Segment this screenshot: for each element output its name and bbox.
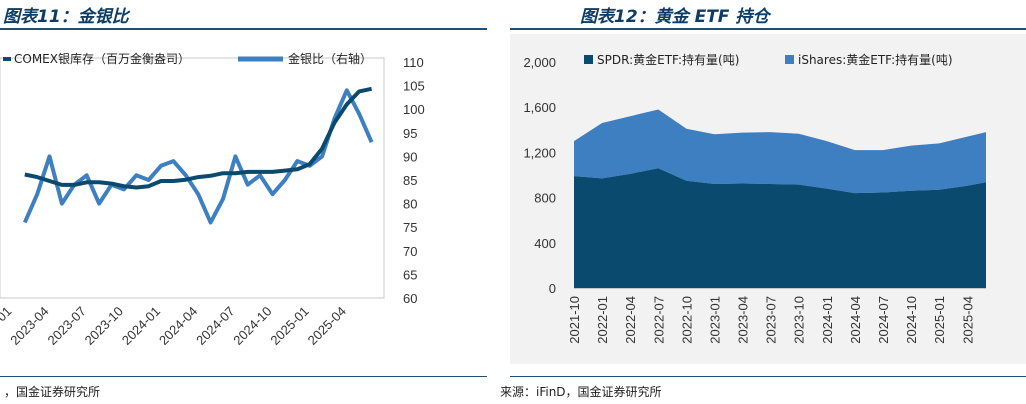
x-axis-tick-label: 2024-04 [848,296,863,344]
x-axis-tick-label: 2021-10 [567,296,582,344]
x-axis-tick-label: 2023-10 [82,304,126,348]
x-axis-tick-label: 2022-10 [679,296,694,344]
right-axis-tick-label: 75 [403,220,417,235]
x-axis-tick-label: 2024-07 [193,304,237,348]
legend-swatch-ishares [785,55,794,64]
legend-label-comex-silver-inventory: COMEX银库存（百万金衡盎司） [14,51,190,66]
x-axis-tick-label: 2023-01 [707,296,722,344]
x-axis-tick-label: 2022-04 [623,296,638,344]
figure-12-source: 来源：iFinD，国金证券研究所 [500,385,662,399]
x-axis-tick-label: 2022-01 [595,296,610,344]
y-axis-tick-label: 1,200 [523,145,556,160]
figure-11-source: ，国金证券研究所 [4,385,101,399]
figure-11-source-rule [0,376,487,377]
x-axis-tick-label: 2025-01 [267,304,311,348]
figure-11-title: 图表11：金银比 [3,7,129,27]
x-axis-tick-label: 2022-07 [651,296,666,344]
x-axis-tick-label: 2025-04 [305,304,349,348]
legend-label-gold-silver-ratio: 金银比（右轴） [288,51,372,66]
right-axis-tick-label: 60 [403,291,417,306]
x-axis-tick-label: 2023-04 [7,304,51,348]
figure-11-title-rule [0,28,487,30]
y-axis-tick-label: 400 [534,236,556,251]
right-axis-tick-label: 90 [403,149,417,164]
x-axis-tick-label: 2023-10 [792,296,807,344]
x-axis-tick-label: 2023-04 [736,296,751,344]
legend-swatch-spdr [584,55,593,64]
x-axis-tick-label: 2025-04 [960,296,975,344]
x-axis-tick-label: 2023-07 [44,304,88,348]
x-axis-tick-label: 2024-07 [876,296,891,344]
y-axis-tick-label: 2,000 [523,55,556,70]
right-axis-tick-label: 80 [403,197,417,212]
figure-12-title: 图表12：黄金 ETF 持仓 [580,7,770,27]
area-spdr-holdings [574,168,986,288]
series-line-comex-silver-inventory [24,86,373,190]
x-axis-tick-label: 2024-10 [230,304,274,348]
right-axis-tick-label: 85 [403,173,417,188]
x-axis-tick-label: 2024-10 [904,296,919,344]
right-axis-tick-label: 105 [403,79,425,94]
x-axis-tick-label: 2023-07 [764,296,779,344]
right-axis-tick-label: 70 [403,244,417,259]
right-axis-tick-label: 110 [403,55,424,70]
y-axis-tick-label: 0 [549,281,556,296]
y-axis-tick-label: 1,600 [523,100,556,115]
x-axis-tick-label: -01 [0,304,15,328]
series-line-gold-silver-ratio [22,88,374,225]
y-axis-tick-label: 800 [534,191,556,206]
x-axis-tick-label: 2024-04 [156,304,200,348]
x-axis-tick-label: 2024-01 [820,296,835,344]
x-axis-tick-label: 2025-01 [932,296,947,344]
legend-label-ishares: iShares:黄金ETF:持有量(吨) [798,52,953,67]
area-ishares-holdings [574,109,986,194]
right-axis-tick-label: 95 [403,126,417,141]
legend-label-spdr: SPDR:黄金ETF:持有量(吨) [597,52,739,67]
right-axis-tick-label: 65 [403,267,417,282]
x-axis-tick-label: 2024-01 [119,304,163,348]
figure-12-title-rule [510,28,1026,30]
chart-11-plot-frame [0,57,385,299]
figure-12-source-rule [510,376,1026,377]
right-axis-tick-label: 100 [403,102,425,117]
